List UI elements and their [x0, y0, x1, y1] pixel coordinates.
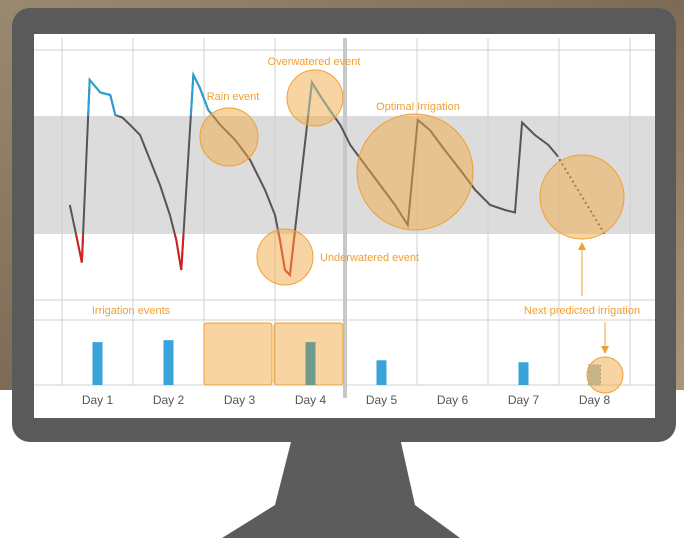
annotation: Irrigation events	[92, 305, 171, 317]
x-tick-label: Day 4	[295, 393, 327, 407]
arrow-head	[578, 242, 586, 250]
irrigation-bar	[305, 342, 316, 385]
highlight-circle	[199, 107, 259, 167]
highlight-box	[203, 322, 273, 386]
irrigation-bar	[92, 342, 103, 385]
plot: Overwatered event Rain event Optimal Irrig…	[34, 38, 655, 407]
highlight-circle	[539, 154, 625, 240]
annotation: Rain event	[207, 91, 260, 103]
annotation: Next predicted irrigation	[524, 305, 640, 317]
x-tick-label: Day 8	[579, 393, 611, 407]
highlight-circle	[286, 69, 344, 127]
highlight-circle	[586, 356, 624, 394]
irrigation-bar	[163, 340, 174, 385]
highlight-circle	[356, 113, 474, 231]
highlight-circle	[256, 228, 314, 286]
annotation: Underwatered event	[320, 252, 419, 264]
annotation: Optimal Irrigation	[376, 101, 460, 113]
monitor-stand	[222, 438, 460, 538]
x-tick-label: Day 7	[508, 393, 540, 407]
annotation: Overwatered event	[268, 56, 361, 68]
x-tick-label: Day 1	[82, 393, 114, 407]
x-tick-label: Day 2	[153, 393, 185, 407]
arrow-head	[601, 346, 609, 354]
x-tick-label: Day 6	[437, 393, 469, 407]
x-tick-label: Day 3	[224, 393, 256, 407]
irrigation-bar	[376, 360, 387, 385]
x-tick-label: Day 5	[366, 393, 398, 407]
irrigation-bar	[518, 362, 529, 385]
